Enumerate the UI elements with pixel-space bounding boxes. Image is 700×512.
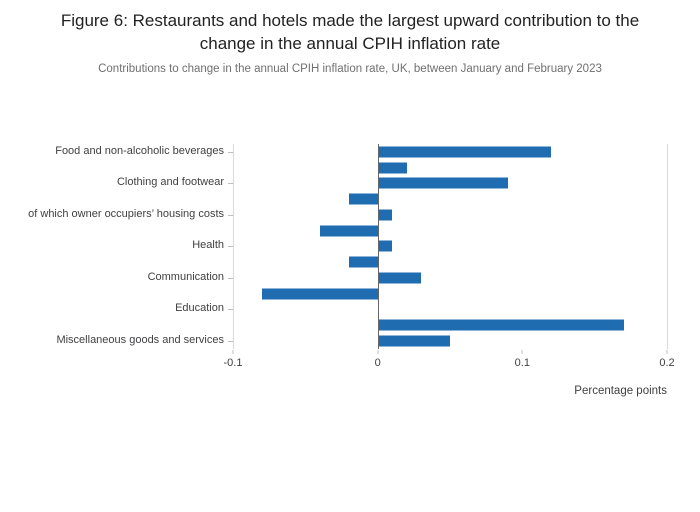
category-label: [0, 254, 233, 270]
x-axis-tick-mark: [377, 349, 379, 354]
chart-row: [0, 160, 667, 176]
bar: [348, 193, 378, 205]
chart-subtitle: Contributions to change in the annual CP…: [98, 62, 602, 75]
bar: [377, 240, 393, 252]
category-label: Miscellaneous goods and services: [0, 333, 233, 349]
x-axis-tick-mark: [521, 349, 523, 354]
chart-row: [0, 286, 667, 302]
chart-row: [0, 191, 667, 207]
category-label: Communication: [0, 270, 233, 286]
chart-row: [0, 317, 667, 333]
axis-right-line: [667, 143, 668, 349]
chart-row: [0, 223, 667, 239]
chart-title: Figure 6: Restaurants and hotels made th…: [60, 11, 640, 53]
x-axis: -0.1 0 0.1 0.2: [224, 349, 675, 373]
x-axis-tick-mark: [232, 349, 234, 354]
y-axis-tick-mark: [228, 214, 233, 216]
category-label: [0, 317, 233, 333]
bar: [377, 209, 393, 221]
plot-cell: [233, 160, 667, 176]
plot-cell: [233, 270, 667, 286]
bar: [377, 162, 407, 173]
x-tick-label: 0.2: [659, 356, 675, 369]
bar: [319, 225, 378, 236]
plot-cell: [233, 175, 667, 191]
plot-cell: [233, 207, 667, 223]
category-label: Food and non-alcoholic beverages: [0, 144, 233, 160]
chart-row: of which owner occupiers’ housing costs: [0, 207, 667, 223]
chart-row: Health: [0, 238, 667, 254]
chart-row: [0, 254, 667, 270]
chart-row: Miscellaneous goods and services: [0, 333, 667, 349]
plot-cell: [233, 238, 667, 254]
category-label: of which owner occupiers’ housing costs: [0, 207, 233, 223]
x-axis-tick-mark: [666, 349, 668, 354]
chart-row: Education: [0, 301, 667, 317]
chart-rows: Food and non-alcoholic beverages Clothing…: [0, 144, 667, 349]
y-axis-tick-mark: [228, 151, 233, 153]
y-axis-tick-mark: [228, 246, 233, 248]
plot-cell: [233, 333, 667, 349]
chart-row: Communication: [0, 270, 667, 286]
chart-row: Food and non-alcoholic beverages: [0, 144, 667, 160]
plot-cell: [233, 301, 667, 317]
y-axis-tick-mark: [228, 309, 233, 311]
bar: [377, 319, 624, 331]
bar: [348, 256, 378, 268]
x-tick-label: 0: [374, 356, 381, 369]
x-tick-label: -0.1: [223, 356, 243, 369]
plot-cell: [233, 223, 667, 239]
plot-cell: [233, 286, 667, 302]
category-label: Health: [0, 238, 233, 254]
bar: [377, 146, 552, 158]
bar: [261, 288, 378, 299]
bar-chart: Food and non-alcoholic beverages Clothing…: [0, 143, 675, 397]
plot-cell: [233, 144, 667, 160]
category-label: [0, 223, 233, 239]
plot-cell: [233, 317, 667, 333]
x-tick-label: 0.1: [514, 356, 530, 369]
category-label: Education: [0, 301, 233, 317]
bar: [377, 272, 422, 284]
chart-row: Clothing and footwear: [0, 175, 667, 191]
plot-cell: [233, 191, 667, 207]
x-axis-title: Percentage points: [574, 384, 667, 397]
category-label: [0, 191, 233, 207]
y-axis-tick-mark: [228, 183, 233, 185]
y-axis-tick-mark: [228, 277, 233, 279]
plot-cell: [233, 254, 667, 270]
figure-6-chart: Figure 6: Restaurants and hotels made th…: [0, 10, 700, 397]
category-label: Clothing and footwear: [0, 175, 233, 191]
category-label: [0, 160, 233, 176]
y-axis-tick-mark: [228, 340, 233, 342]
category-label: [0, 286, 233, 302]
bar: [377, 335, 450, 347]
bar: [377, 177, 508, 189]
page: { "chart_data": { "type": "bar", "orient…: [0, 10, 700, 512]
